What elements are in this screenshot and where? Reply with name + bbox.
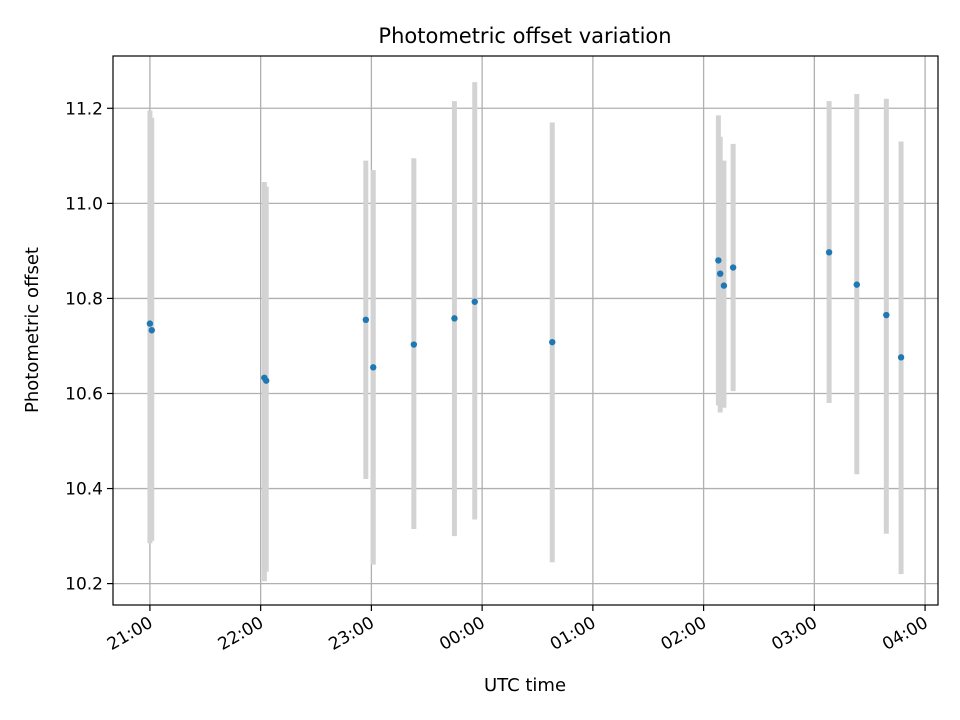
chart-title: Photometric offset variation: [378, 24, 671, 48]
data-point: [262, 377, 270, 384]
data-point: [717, 270, 724, 277]
data-point: [720, 282, 728, 289]
data-point: [897, 354, 905, 361]
data-point: [715, 257, 722, 264]
data-point: [146, 320, 154, 327]
y-axis-ticks: 10.2 10.4 10.6 10.8 11.0 11.2: [65, 99, 113, 595]
data-point: [410, 341, 418, 348]
data-point: [471, 298, 478, 305]
y-tick-label: 11.2: [65, 99, 103, 119]
data-point: [825, 249, 833, 256]
plot-frame: [112, 55, 939, 606]
y-axis-label: Photometric offset: [22, 247, 43, 413]
y-tick-label: 11.0: [65, 194, 103, 214]
data-point: [853, 281, 860, 288]
x-axis-label: UTC time: [484, 675, 566, 696]
data-point: [362, 316, 370, 324]
data-point: [148, 327, 155, 334]
data-point: [883, 311, 890, 319]
y-tick-label: 10.4: [65, 480, 103, 500]
data-point: [549, 338, 556, 346]
y-tick-label: 10.6: [65, 384, 103, 404]
data-points: [146, 249, 905, 384]
data-point: [451, 315, 458, 322]
data-point: [370, 364, 377, 371]
y-tick-label: 10.2: [65, 575, 103, 595]
data-point: [729, 264, 737, 271]
y-tick-label: 10.8: [65, 289, 103, 309]
